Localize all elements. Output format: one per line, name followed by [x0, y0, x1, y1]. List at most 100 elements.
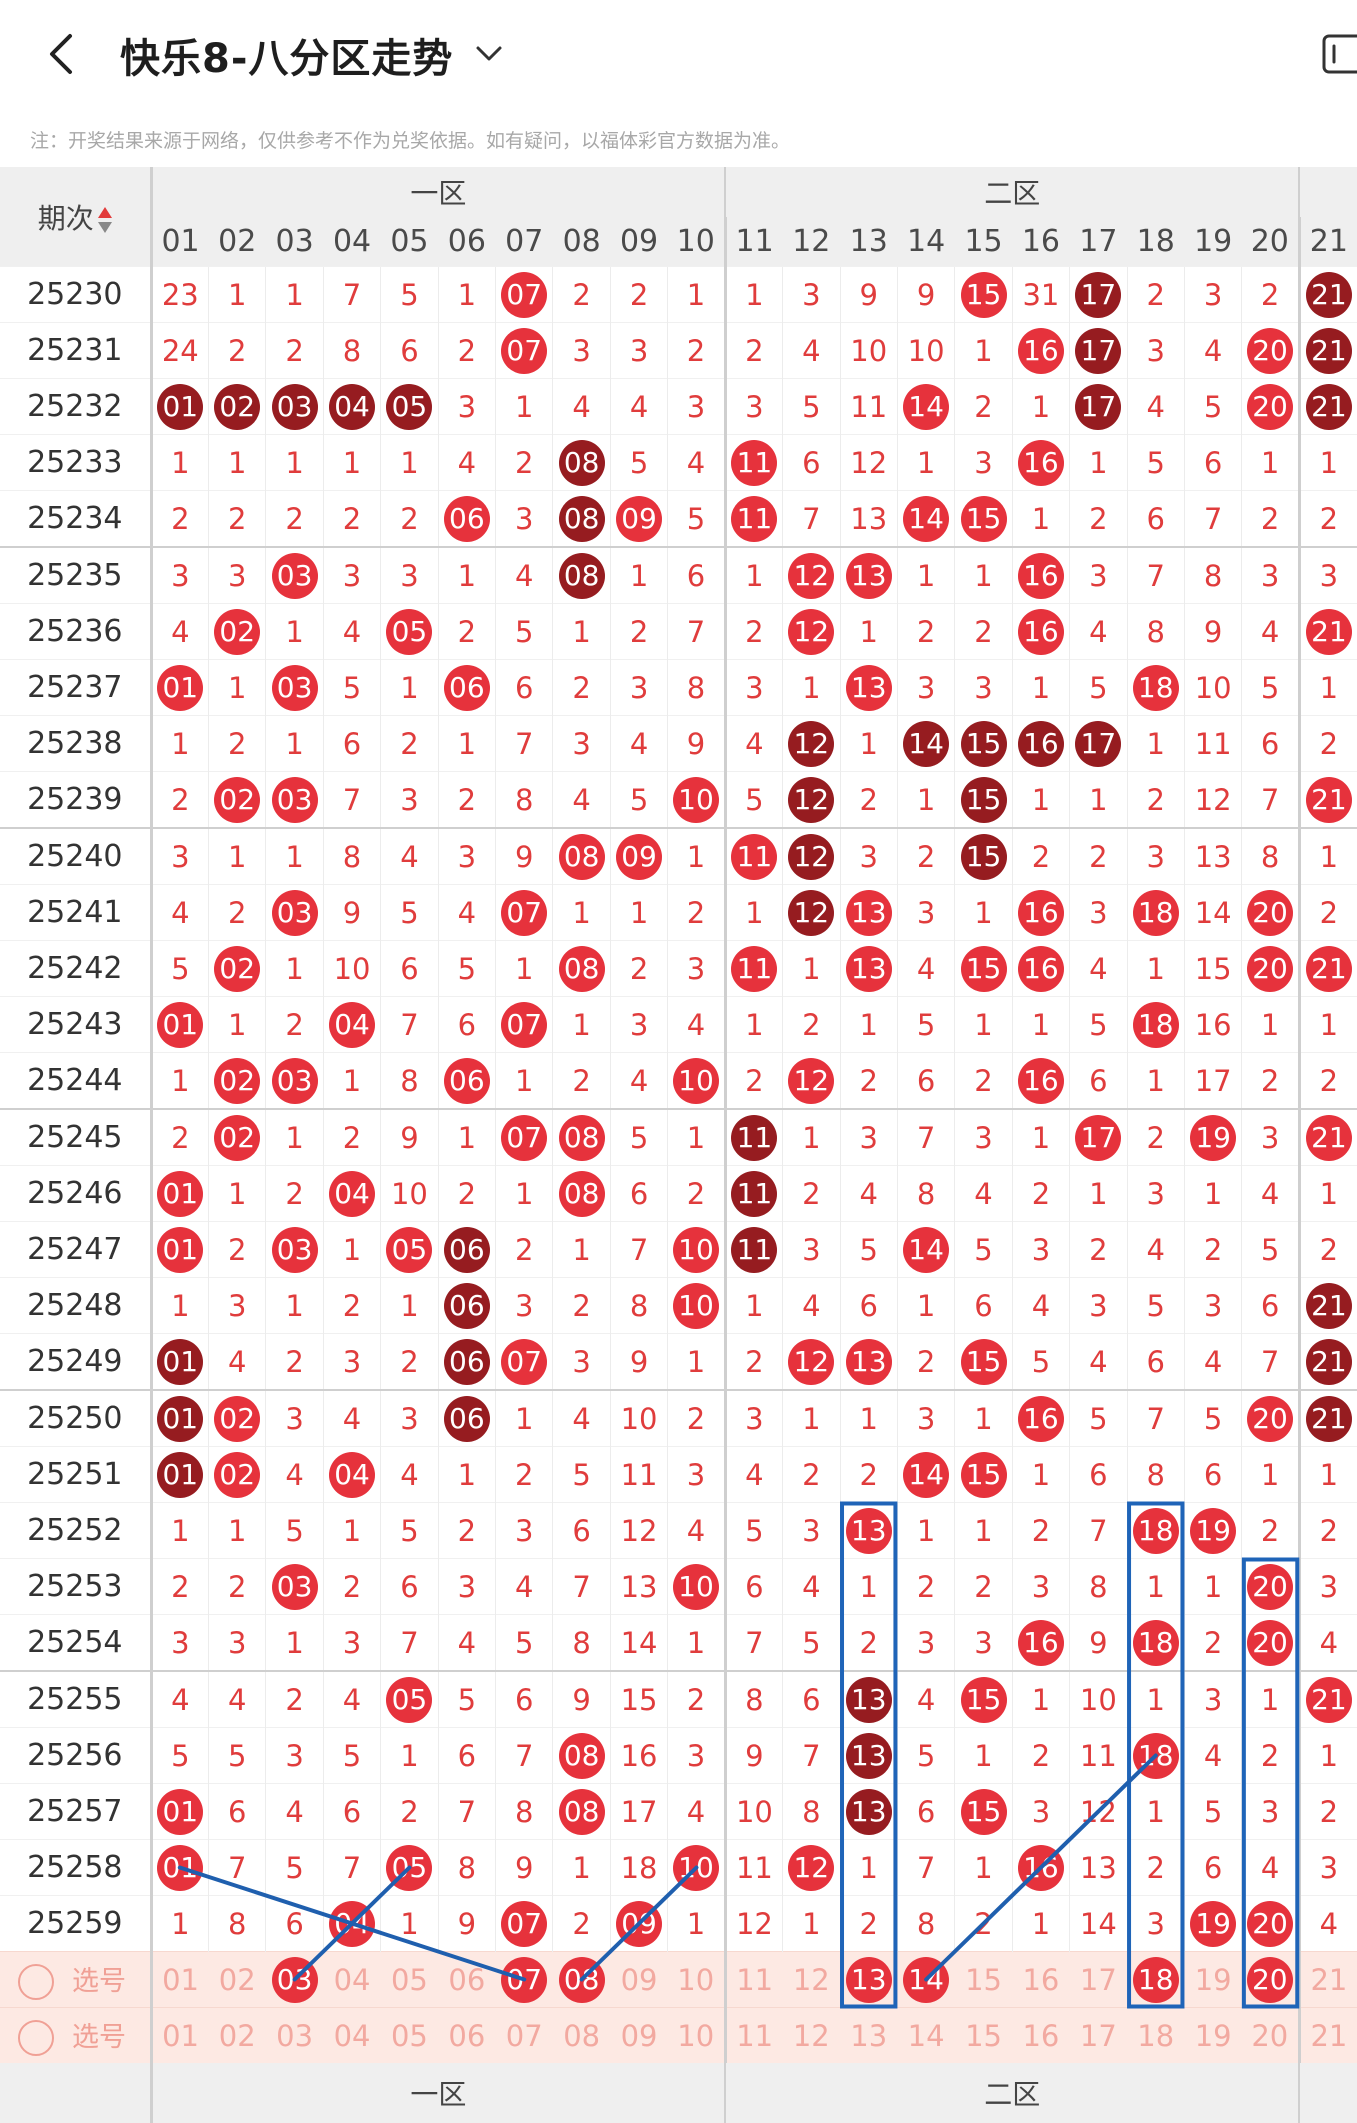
drawn-ball: 08 — [558, 1114, 605, 1161]
select-cell[interactable]: 01 — [151, 2007, 209, 2063]
drawn-ball: 20 — [1247, 945, 1294, 992]
select-cell[interactable]: 12 — [782, 1951, 841, 2008]
cell: 04 — [322, 1165, 381, 1222]
cell: 1 — [265, 827, 324, 885]
screen-rotate-icon[interactable] — [1320, 32, 1357, 78]
select-cell[interactable]: 11 — [723, 2007, 783, 2063]
table-row: 25231 24 2 2 8 6 2 07 3 3 2 2 4 10 10 1 16 17 3 4 20 21 — [0, 322, 1357, 379]
select-cell[interactable]: 14 — [897, 2007, 955, 2063]
select-cell[interactable]: 07 — [495, 2007, 553, 2063]
select-cell[interactable]: 04 — [323, 1951, 381, 2008]
table-row: 25245 2 02 1 2 9 1 07 08 5 1 11 1 3 7 3 1 17 2 19 3 21 — [0, 1108, 1357, 1166]
cell: 7 — [609, 1221, 668, 1278]
select-cell[interactable]: 09 — [610, 1951, 668, 2008]
cell: 06 — [437, 1389, 496, 1447]
cell: 2 — [1069, 1221, 1128, 1278]
drawn-ball: 19 — [1190, 1900, 1237, 1947]
cell: 6 — [896, 1052, 955, 1109]
radio-circle-icon[interactable] — [18, 2020, 54, 2057]
select-cell[interactable]: 10 — [667, 1951, 726, 2008]
cell: 3 — [723, 659, 783, 716]
radio-circle-icon[interactable] — [18, 1964, 54, 2001]
column-header: 15 — [954, 217, 1013, 267]
select-cell[interactable]: 17 — [1069, 2007, 1128, 2063]
period-cell: 25235 — [0, 546, 153, 604]
select-cell[interactable]: 06 — [438, 2007, 496, 2063]
cell: 1 — [1297, 434, 1357, 491]
cell: 5 — [1183, 1389, 1242, 1447]
period-header[interactable]: 期次 — [0, 167, 153, 267]
select-cell[interactable]: 03 — [265, 2007, 324, 2063]
selected-ball[interactable]: 13 — [845, 1956, 892, 2003]
cell: 3 — [954, 1108, 1013, 1166]
cell: 1 — [437, 1446, 496, 1503]
select-cell[interactable]: 20 — [1241, 1951, 1300, 2008]
select-cell[interactable]: 21 — [1297, 1951, 1357, 2008]
cell: 16 — [1011, 322, 1070, 379]
period-cell: 25239 — [0, 771, 153, 828]
cell: 2 — [437, 1502, 496, 1559]
select-cell[interactable]: 15 — [954, 2007, 1013, 2063]
select-cell[interactable]: 05 — [380, 2007, 439, 2063]
cell: 06 — [437, 659, 496, 716]
select-cell[interactable]: 12 — [782, 2007, 841, 2063]
drawn-ball: 13 — [845, 1507, 892, 1554]
select-cell[interactable]: 02 — [208, 1951, 266, 2008]
select-cell[interactable]: 13 — [840, 2007, 898, 2063]
select-cell[interactable]: 21 — [1297, 2007, 1357, 2063]
select-cell[interactable]: 18 — [1127, 1951, 1185, 2008]
cell: 1 — [896, 546, 955, 604]
period-cell: 25258 — [0, 1839, 153, 1896]
select-cell[interactable]: 18 — [1127, 2007, 1185, 2063]
sort-icon[interactable] — [97, 205, 112, 235]
chevron-down-icon[interactable] — [474, 38, 504, 68]
select-cell[interactable]: 04 — [323, 2007, 381, 2063]
select-cell[interactable]: 02 — [208, 2007, 266, 2063]
selected-ball[interactable]: 18 — [1132, 1956, 1179, 2003]
select-cell[interactable]: 20 — [1241, 2007, 1300, 2063]
select-cell[interactable]: 16 — [1012, 2007, 1070, 2063]
cell: 17 — [1069, 378, 1128, 435]
cell: 4 — [208, 1333, 266, 1390]
select-cell[interactable]: 08 — [552, 2007, 611, 2063]
select-cell[interactable]: 01 — [151, 1951, 209, 2008]
drawn-ball: 05 — [386, 1226, 433, 1273]
top-bar: 快乐8-八分区走势 — [0, 0, 1357, 110]
cell: 8 — [437, 1839, 496, 1896]
select-cell[interactable]: 13 — [840, 1951, 898, 2008]
select-cell[interactable]: 11 — [723, 1951, 783, 2008]
cell: 16 — [1011, 603, 1070, 660]
select-cell[interactable]: 09 — [610, 2007, 668, 2063]
selected-ball[interactable]: 20 — [1246, 1956, 1293, 2003]
cell: 3 — [609, 996, 668, 1053]
cell: 8 — [495, 1783, 553, 1840]
drawn-ball: 07 — [501, 889, 548, 936]
select-cell[interactable]: 16 — [1012, 1951, 1070, 2008]
select-row-header[interactable]: 选号 — [0, 1951, 153, 2008]
cell: 12 — [782, 771, 841, 828]
cell: 10 — [723, 1783, 783, 1840]
cell: 06 — [437, 490, 496, 547]
page-title[interactable]: 快乐8-八分区走势 — [120, 36, 454, 82]
cell: 02 — [208, 1389, 266, 1447]
select-cell[interactable]: 15 — [954, 1951, 1013, 2008]
cell: 3 — [1126, 322, 1185, 379]
drawn-ball: 02 — [214, 608, 261, 655]
cell: 1 — [265, 940, 324, 997]
cell: 2 — [839, 1052, 898, 1109]
select-cell[interactable]: 10 — [667, 2007, 726, 2063]
cell: 7 — [437, 1783, 496, 1840]
drawn-ball: 07 — [501, 1338, 548, 1385]
select-cell[interactable]: 19 — [1184, 2007, 1242, 2063]
back-arrow-icon[interactable] — [44, 32, 80, 76]
select-cell[interactable]: 17 — [1069, 1951, 1128, 2008]
select-row-header[interactable]: 选号 — [0, 2007, 153, 2063]
period-cell: 25233 — [0, 434, 153, 491]
select-cell[interactable]: 05 — [380, 1951, 439, 2008]
select-cell[interactable]: 19 — [1184, 1951, 1242, 2008]
cell: 2 — [782, 1165, 841, 1222]
cell: 3 — [667, 378, 726, 435]
cell: 4 — [495, 546, 553, 604]
drawn-ball: 21 — [1305, 271, 1352, 318]
cell: 11 — [723, 1108, 783, 1166]
